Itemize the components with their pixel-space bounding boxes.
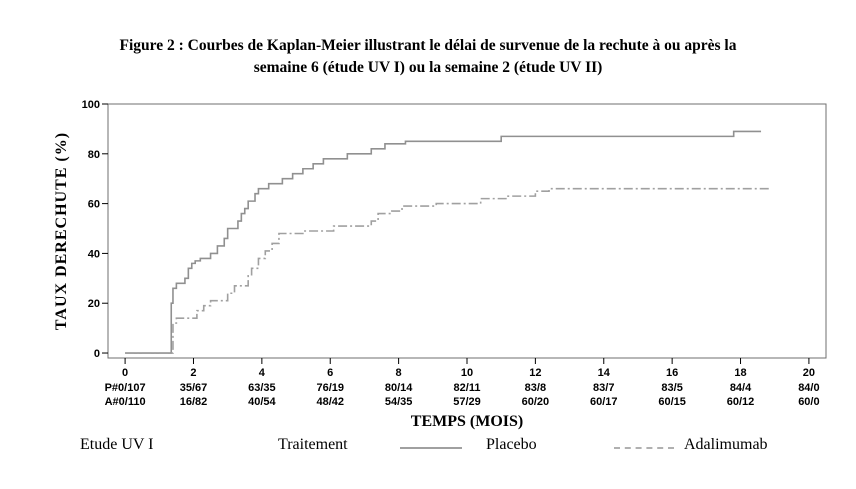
x-tick-label: 8 <box>396 367 402 379</box>
x-tick-label: 4 <box>259 367 266 379</box>
legend-adalimumab-label: Adalimumab <box>684 436 768 453</box>
at-risk-p-4: 80/14 <box>385 382 413 394</box>
at-risk-a-0: A#0/110 <box>105 396 146 408</box>
legend-placebo-swatch <box>400 447 462 449</box>
x-tick-label: 12 <box>529 367 541 379</box>
at-risk-p-0: P#0/107 <box>105 382 146 394</box>
x-tick-label: 2 <box>190 367 196 379</box>
at-risk-a-2: 40/54 <box>248 396 276 408</box>
y-tick-label: 100 <box>82 99 100 111</box>
at-risk-p-7: 83/7 <box>593 382 614 394</box>
at-risk-a-3: 48/42 <box>316 396 344 408</box>
y-tick-label: 20 <box>88 298 100 310</box>
at-risk-a-1: 16/82 <box>180 396 208 408</box>
at-risk-p-8: 83/5 <box>661 382 682 394</box>
y-tick-label: 60 <box>88 199 100 211</box>
at-risk-p-1: 35/67 <box>180 382 208 394</box>
figure-title-line-1: Figure 2 : Courbes de Kaplan-Meier illus… <box>119 37 737 54</box>
series-line-adalimumab <box>125 187 772 354</box>
figure-title-line-2: semaine 6 (étude UV I) ou la semaine 2 (… <box>253 59 603 76</box>
at-risk-a-6: 60/20 <box>522 396 550 408</box>
x-tick-label: 16 <box>666 367 678 379</box>
at-risk-p-9: 84/4 <box>730 382 752 394</box>
y-tick-label: 80 <box>88 149 100 161</box>
legend-adalimumab-swatch <box>614 447 674 449</box>
series-line-placebo <box>125 130 762 354</box>
y-axis-title: TAUX DERECHUTE (%) <box>53 132 70 330</box>
at-risk-a-4: 54/35 <box>385 396 413 408</box>
at-risk-p-6: 83/8 <box>525 382 546 394</box>
y-tick-label: 0 <box>94 348 100 360</box>
x-axis-title: TEMPS (MOIS) <box>411 413 523 430</box>
at-risk-a-5: 57/29 <box>453 396 481 408</box>
x-tick-label: 6 <box>327 367 333 379</box>
legend-placebo-label: Placebo <box>486 436 537 453</box>
at-risk-a-10: 60/0 <box>798 396 819 408</box>
at-risk-a-7: 60/17 <box>590 396 618 408</box>
at-risk-p-10: 84/0 <box>798 382 819 394</box>
x-tick-label: 18 <box>734 367 746 379</box>
at-risk-a-8: 60/15 <box>658 396 686 408</box>
x-tick-label: 14 <box>598 367 611 379</box>
x-tick-label: 10 <box>461 367 473 379</box>
legend-study-label: Etude UV I <box>80 436 154 453</box>
figure-title: Figure 2 : Courbes de Kaplan-Meier illus… <box>40 35 816 79</box>
x-tick-label: 20 <box>803 367 815 379</box>
legend-treatment-label: Traitement <box>278 436 348 453</box>
y-tick-label: 40 <box>88 248 100 260</box>
at-risk-p-2: 63/35 <box>248 382 276 394</box>
at-risk-p-3: 76/19 <box>316 382 344 394</box>
at-risk-p-5: 82/11 <box>454 382 481 394</box>
at-risk-a-9: 60/12 <box>727 396 755 408</box>
x-tick-label: 0 <box>122 367 128 379</box>
